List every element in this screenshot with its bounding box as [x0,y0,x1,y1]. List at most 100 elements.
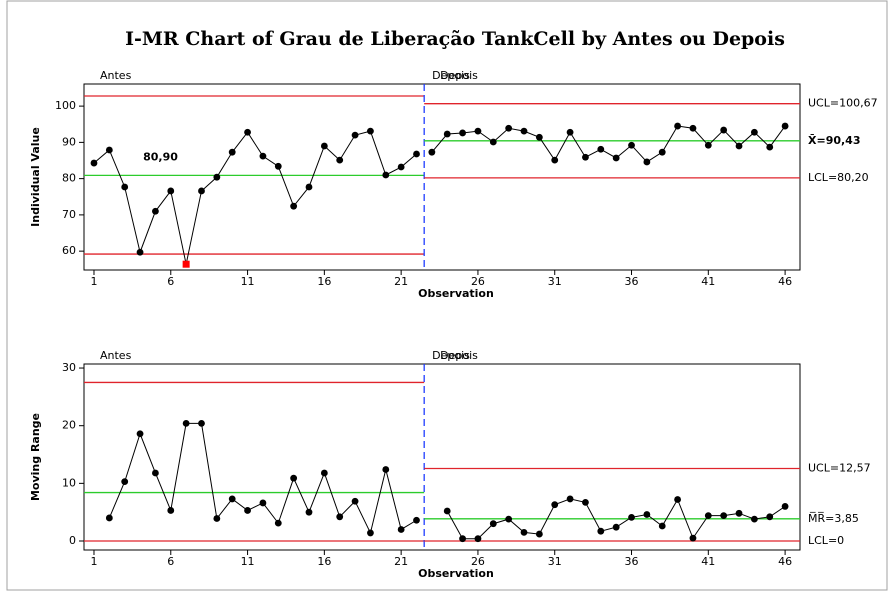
data-point [305,183,313,191]
plot-frame [83,83,801,271]
data-point [351,131,359,139]
data-point [658,148,666,156]
y-tick-label: 90 [62,135,76,148]
x-tick-label: 11 [241,275,255,288]
data-point [351,497,359,505]
phase-label: Depois [440,69,478,82]
x-tick-label: 31 [548,275,562,288]
lcl-label: LCL=0 [808,534,844,547]
data-point [228,148,236,156]
data-point [182,419,190,427]
y-tick-label: 0 [69,534,76,547]
y-tick-label: 100 [55,99,76,112]
chart-title: I-MR Chart of Grau de Liberação TankCell… [125,28,785,50]
data-point [720,512,728,520]
x-axis-title: Observation [418,287,494,300]
data-point [305,508,313,516]
data-point [582,153,589,161]
data-point [766,513,774,521]
data-point [121,478,129,486]
data-point [489,520,497,528]
data-point [274,162,282,170]
ucl-label: UCL=100,67 [808,97,878,110]
data-point [136,430,144,438]
data-point [274,519,282,527]
data-point [689,534,697,542]
cl-label: M̅R̅=3,85 [808,512,859,525]
phase-label: Depois [432,69,470,82]
x-tick-label: 1 [90,555,97,568]
data-point [459,129,466,137]
y-tick-label: 70 [62,208,76,221]
data-point [244,507,251,514]
data-point [428,148,436,156]
ucl-label: UCL=12,57 [808,462,871,475]
data-point [443,130,451,138]
plot-frame [83,363,801,551]
cl-label: X̄=90,43 [808,134,861,147]
data-point [474,535,482,543]
data-point [582,498,589,506]
data-point [213,515,221,522]
data-point [397,526,405,533]
data-point [105,514,113,522]
data-point [704,512,712,520]
data-point [443,507,451,515]
data-point [674,122,681,130]
x-tick-label: 26 [471,275,485,288]
data-point [643,158,651,166]
data-point [735,142,743,150]
x-tick-label: 6 [167,555,174,568]
data-point [413,516,420,524]
y-tick-label: 10 [62,476,76,489]
data-point [612,154,620,162]
data-point [520,127,528,135]
data-point [121,183,129,191]
data-point [382,171,390,179]
data-point [198,187,205,195]
data-point [658,522,666,530]
data-point [167,187,175,195]
x-tick-label: 1 [90,275,97,288]
y-axis-title: Moving Range [29,413,42,501]
data-point [674,496,681,503]
data-point [152,207,159,215]
data-point [105,146,113,154]
data-point [259,499,267,507]
data-point [397,163,405,171]
data-point [535,133,543,141]
data-point [720,126,728,134]
x-tick-label: 6 [167,275,174,288]
data-point [520,528,528,536]
data-point [382,466,390,473]
data-point [152,469,159,477]
data-point [90,159,98,167]
flagged-point [182,260,190,268]
data-point [244,128,251,136]
data-point [259,152,267,160]
data-point [320,142,328,150]
data-point [336,156,344,164]
phase-label: Antes [100,69,132,82]
data-point [566,495,574,503]
data-point [505,124,513,132]
y-tick-label: 20 [62,419,76,432]
data-point [766,143,774,151]
data-point [198,419,205,427]
x-tick-label: 46 [778,275,792,288]
data-point [136,248,144,256]
cl-label: 80,90 [143,150,178,163]
lcl-label: LCL=80,20 [808,171,869,184]
data-point [213,173,221,181]
x-tick-label: 46 [778,555,792,568]
x-tick-label: 16 [317,275,331,288]
y-axis-title: Individual Value [29,127,42,227]
data-point [290,474,298,482]
x-tick-label: 36 [625,275,639,288]
data-point [551,156,559,164]
x-tick-label: 31 [548,555,562,568]
y-tick-label: 60 [62,244,76,257]
x-tick-label: 36 [625,555,639,568]
y-tick-label: 30 [62,361,76,374]
